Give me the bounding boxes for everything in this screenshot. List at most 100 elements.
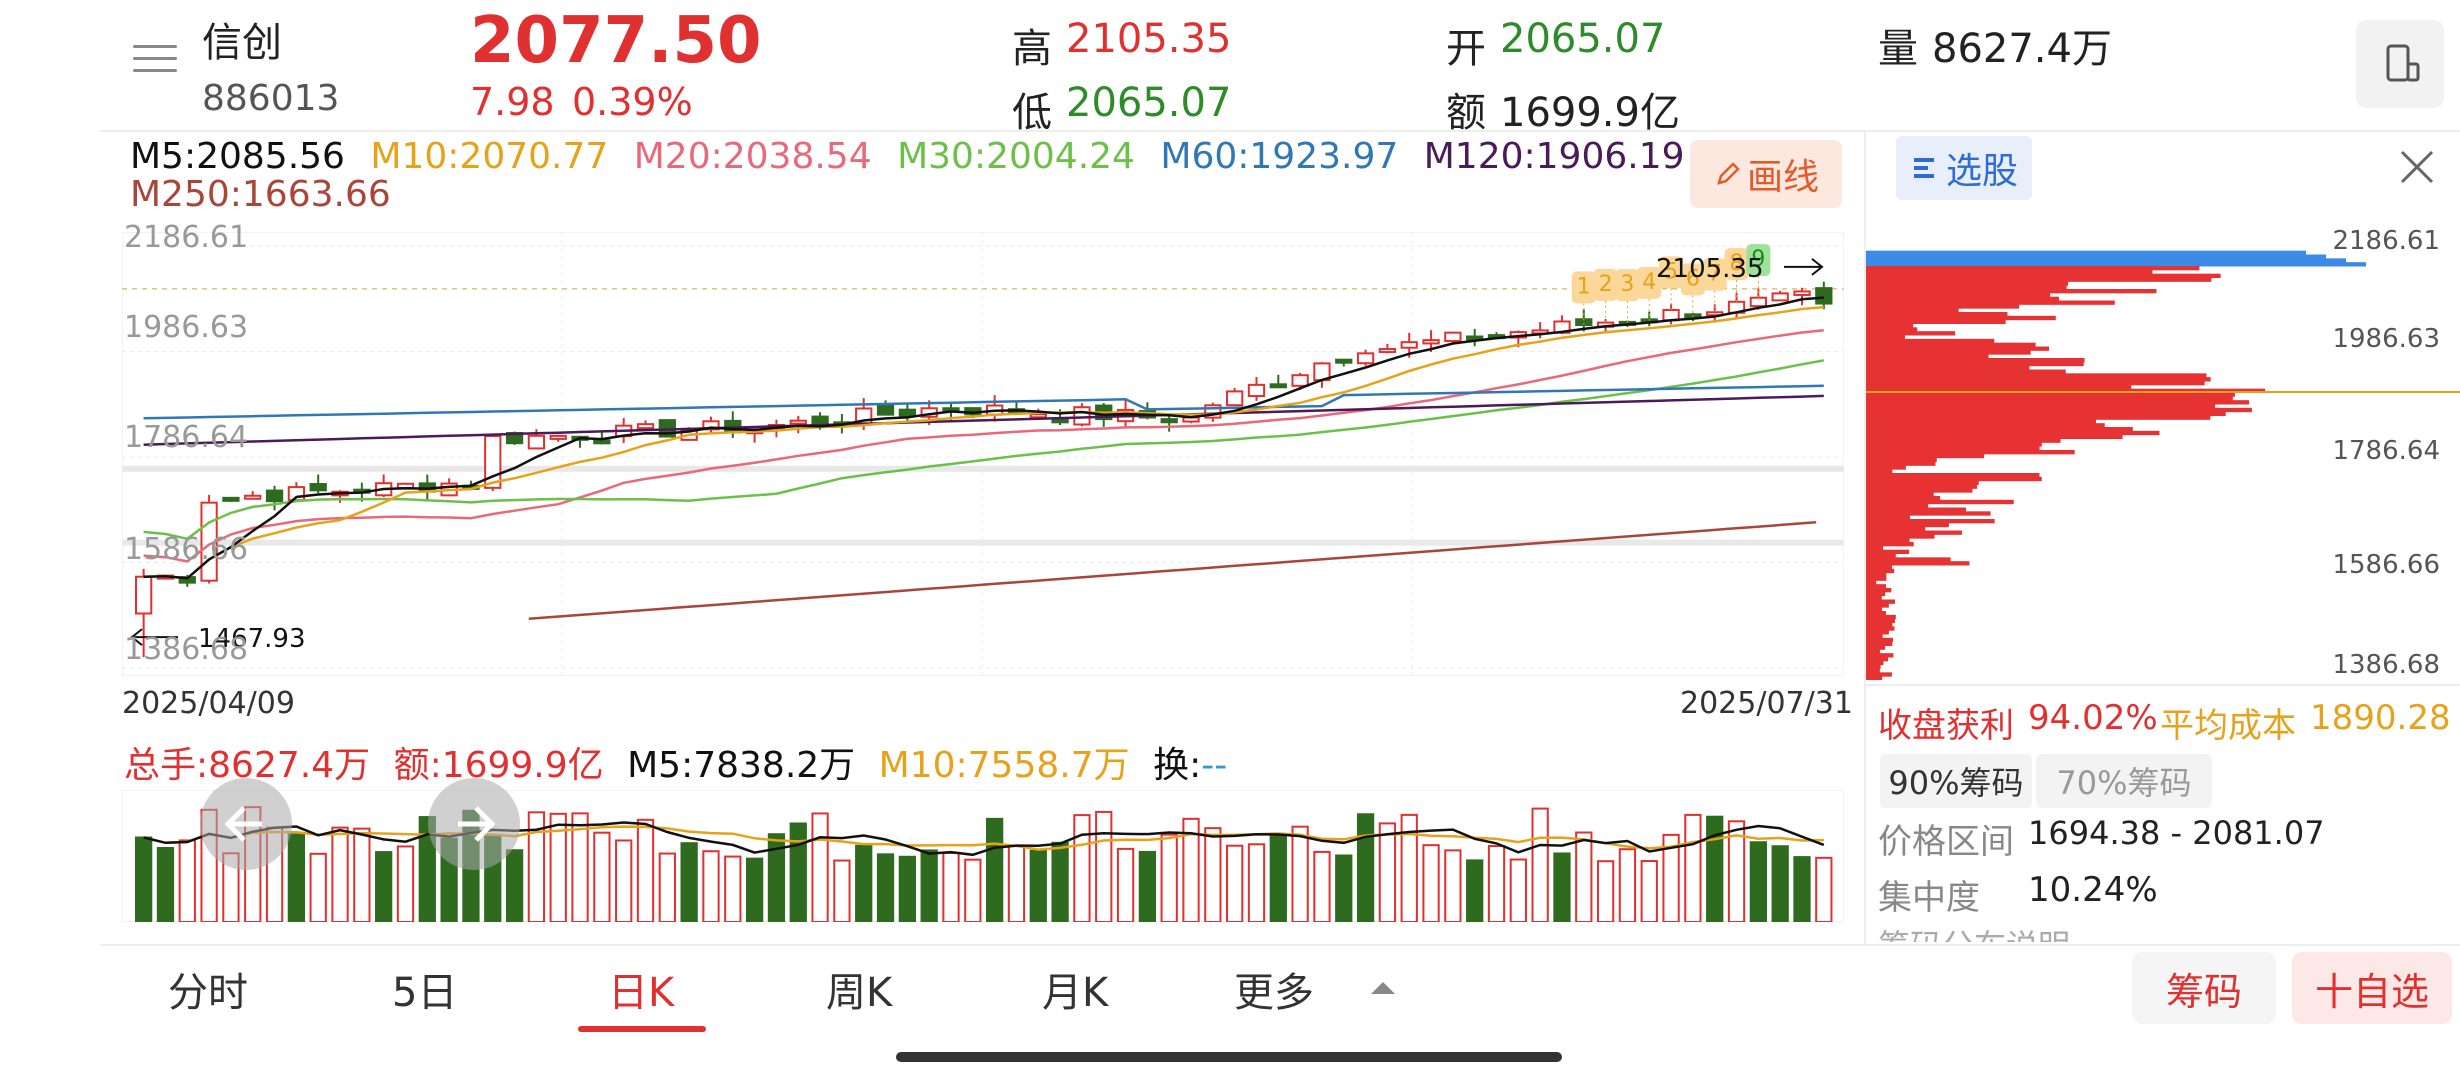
- kline-band: [122, 465, 1844, 472]
- chip-bar-profit: [1866, 407, 2252, 413]
- candle-up: [1400, 341, 1418, 349]
- m5-label: M5:2085.56: [130, 136, 345, 177]
- chip-bar-profit: [1866, 277, 2212, 282]
- volume-bar-up: [1073, 814, 1091, 922]
- chip-bar-profit: [1866, 503, 1929, 508]
- chip-bar-profit: [1866, 603, 1889, 608]
- volume-bar-up: [1400, 813, 1418, 922]
- chip-bar-profit: [1866, 580, 1877, 585]
- volume-bar-down: [156, 847, 175, 922]
- current-price: 2077.50: [470, 4, 762, 78]
- close-icon[interactable]: [2392, 142, 2442, 192]
- draw-line-label: 画线: [1746, 157, 1819, 198]
- chip-bar-loss: [1866, 250, 2306, 255]
- chip-bar-profit: [1866, 622, 1893, 627]
- count-badge: [1746, 244, 1771, 277]
- chip-bar-profit: [1866, 438, 2061, 443]
- volume-bar-down: [986, 817, 1004, 922]
- chip-bar-profit: [1866, 595, 1882, 600]
- menu-icon[interactable]: [133, 36, 177, 80]
- volume-bar-down: [767, 833, 786, 922]
- volume-bar-up: [1378, 822, 1397, 922]
- candle-down: [1160, 418, 1178, 424]
- chip-bar-profit: [1866, 572, 1887, 577]
- open-label: 开: [1446, 26, 1486, 72]
- volume-chart[interactable]: [122, 790, 1844, 922]
- volume-bar-down: [745, 857, 764, 922]
- chip-tab-90[interactable]: 90%筹码: [1880, 754, 2032, 808]
- volume-bar-down: [898, 855, 916, 922]
- volume-m5: M5:7838.2万: [627, 745, 856, 786]
- count-badge: [1724, 248, 1749, 281]
- kline-frame: [122, 232, 1844, 676]
- chip-bar-profit: [1866, 526, 1926, 531]
- candle-down: [265, 489, 284, 503]
- chip-bar-profit: [1866, 557, 1951, 562]
- chip-bar-profit: [1866, 630, 1889, 635]
- tab-5day[interactable]: 5日: [392, 970, 458, 1016]
- stock-code: 886013: [202, 78, 340, 119]
- caret-up-icon[interactable]: [1368, 978, 1398, 998]
- volume-bar-up: [1618, 848, 1637, 922]
- arrow-right-icon[interactable]: [428, 778, 520, 870]
- tab-weekly-k[interactable]: 周K: [826, 970, 893, 1016]
- volume-value: 8627.4万: [1932, 26, 2112, 72]
- select-stock-button[interactable]: 选股: [1896, 136, 2032, 200]
- chip-bar-profit: [1866, 289, 2157, 294]
- chip-bar-profit: [1866, 476, 2042, 482]
- chip-bar-profit: [1866, 369, 2066, 374]
- chip-bar-profit: [1866, 315, 2056, 321]
- chip-bar-profit: [1866, 354, 1989, 359]
- min-price-label: 1467.93: [198, 624, 306, 654]
- tab-daily-k[interactable]: 日K: [608, 970, 675, 1016]
- candle-down: [309, 483, 327, 492]
- candle-up: [636, 423, 655, 430]
- tab-more[interactable]: 更多: [1234, 970, 1314, 1016]
- chip-bar-profit: [1866, 473, 2040, 478]
- kline-y-tick: 1986.63: [124, 310, 249, 345]
- price-change: 7.98: [470, 80, 555, 124]
- count-label: 5: [1664, 259, 1678, 284]
- tab-intraday[interactable]: 分时: [168, 970, 248, 1016]
- chip-bar-profit: [1866, 430, 2160, 436]
- chip-bar-profit: [1866, 442, 2042, 447]
- chip-bar-profit: [1866, 292, 2051, 298]
- candle-up: [1749, 296, 1767, 308]
- m10-label: M10:2070.77: [370, 136, 609, 177]
- volume-bar-up: [1247, 843, 1266, 922]
- chip-bar-profit: [1866, 327, 1918, 332]
- add-watchlist-button[interactable]: 十自选: [2292, 952, 2452, 1024]
- chip-bar-profit: [1866, 342, 2036, 347]
- volume-bar-down: [375, 851, 393, 922]
- draw-line-button[interactable]: 画线: [1690, 140, 1842, 208]
- turnover-value: --: [1201, 745, 1228, 786]
- chip-bar-profit: [1866, 568, 1895, 574]
- max-arrow: [1784, 258, 1824, 276]
- chip-bar-profit: [1866, 492, 1934, 497]
- volume-bar-up: [1640, 860, 1658, 922]
- date-start: 2025/04/09: [122, 686, 295, 721]
- chip-bar-loss: [1866, 262, 2366, 267]
- arrow-left-icon[interactable]: [200, 778, 292, 870]
- candle-up: [484, 435, 502, 489]
- tab-monthly-k[interactable]: 月K: [1042, 970, 1109, 1016]
- home-indicator[interactable]: [896, 1052, 1562, 1062]
- chip-bar-profit: [1866, 350, 2031, 355]
- chip-tab-70[interactable]: 70%筹码: [2036, 754, 2212, 808]
- candle-up: [527, 434, 546, 450]
- chip-bar-profit: [1866, 296, 2059, 301]
- chip-bar-profit: [1866, 358, 2085, 363]
- chips-button[interactable]: 筹码: [2132, 952, 2276, 1024]
- chip-y-tick: 2186.61: [2332, 226, 2440, 256]
- volume-bar-up: [615, 839, 633, 922]
- count-label: 9: [1751, 247, 1765, 272]
- candle-up: [244, 494, 262, 500]
- phone-rotate-icon[interactable]: [2356, 20, 2444, 108]
- chip-bar-profit: [1866, 465, 1906, 470]
- chip-bar-profit: [1866, 427, 2133, 432]
- profit-label: 收盘获利: [1878, 706, 2014, 746]
- volume-bar-down: [1029, 849, 1047, 922]
- chip-explain-link[interactable]: 筹码分布说明: [1878, 926, 2438, 942]
